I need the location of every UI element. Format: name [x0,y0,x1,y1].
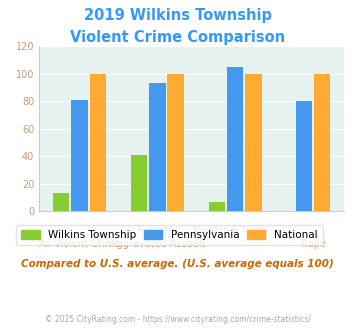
Text: Violent Crime Comparison: Violent Crime Comparison [70,30,285,45]
Bar [149,83,165,211]
Text: Compared to U.S. average. (U.S. average equals 100): Compared to U.S. average. (U.S. average … [21,259,334,269]
Bar [89,74,106,211]
Bar [71,100,88,211]
Text: Rape: Rape [301,239,326,249]
Bar [296,101,312,211]
Bar [314,74,331,211]
Bar [168,74,184,211]
Text: All Violent Crime: All Violent Crime [39,239,120,249]
Bar [245,74,262,211]
Bar [209,202,225,211]
Bar [131,155,147,211]
Text: Murder & Mans...: Murder & Mans... [193,225,277,235]
Text: 2019 Wilkins Township: 2019 Wilkins Township [83,8,272,23]
Text: © 2025 CityRating.com - https://www.cityrating.com/crime-statistics/: © 2025 CityRating.com - https://www.city… [45,315,310,324]
Text: Robbery: Robbery [137,225,178,235]
Legend: Wilkins Township, Pennsylvania, National: Wilkins Township, Pennsylvania, National [16,225,323,245]
Text: Aggravated Assault: Aggravated Assault [110,239,205,249]
Bar [227,67,244,211]
Bar [53,193,70,211]
